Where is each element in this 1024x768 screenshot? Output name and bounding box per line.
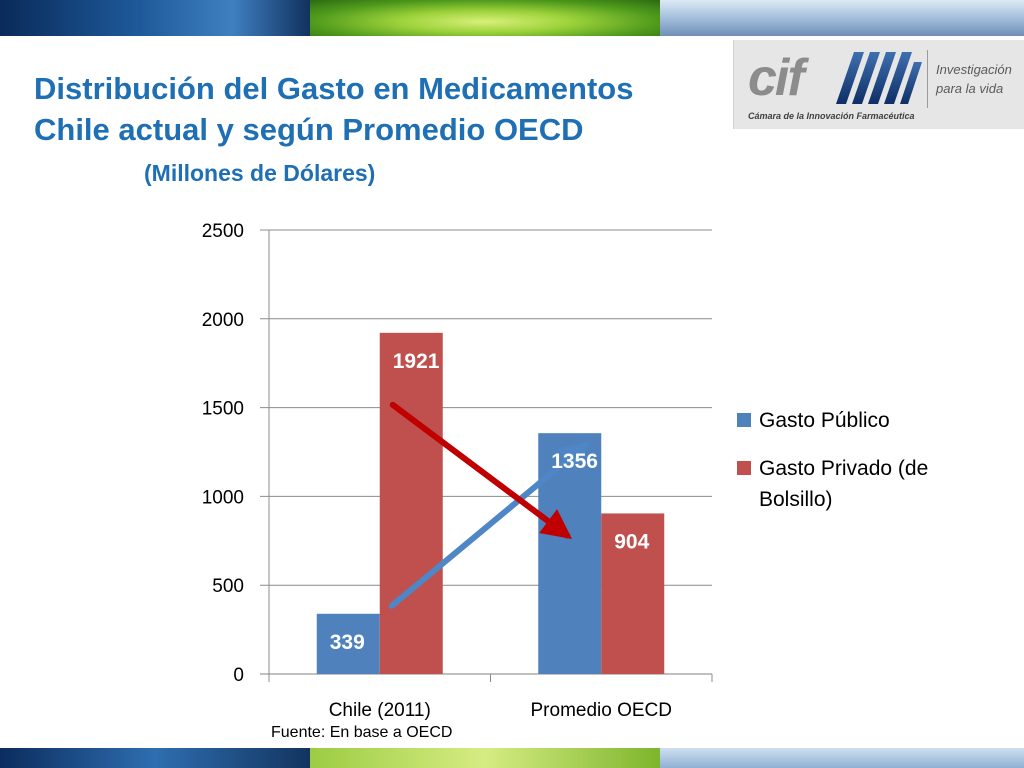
chart-bars (316, 332, 665, 674)
trend-arrow (389, 401, 573, 540)
logo-tagline: Investigación para la vida (936, 60, 1012, 98)
legend-swatch-private (737, 461, 751, 475)
top-band-sky-segment (660, 0, 1024, 36)
legend-swatch-public (737, 413, 751, 427)
legend-label-private: Gasto Privado (de Bolsillo) (759, 457, 929, 511)
data-label: 1356 (551, 450, 598, 473)
logo-stripes-icon (836, 52, 922, 104)
source-note: Fuente: En base a OECD (271, 724, 453, 741)
data-label: 904 (614, 530, 649, 553)
y-tick-label: 2500 (202, 221, 244, 242)
logo-tagline-line-2: para la vida (936, 81, 1004, 96)
top-band-green-segment (310, 0, 660, 36)
trend-arrow (388, 441, 590, 609)
legend-item-private: Gasto Privado (de Bolsillo) (737, 453, 977, 515)
title-line-1: Distribución del Gasto en Medicamentos (34, 71, 634, 106)
top-band-blue-segment (0, 0, 310, 36)
bottom-band-green-segment (310, 748, 660, 768)
y-tick-label: 1000 (202, 487, 244, 508)
y-tick-label: 2000 (202, 310, 244, 331)
top-decorative-band (0, 0, 1024, 36)
chart-legend: Gasto Público Gasto Privado (de Bolsillo… (737, 405, 977, 532)
bar (379, 332, 443, 674)
slide-subtitle: (Millones de Dólares) (144, 160, 376, 186)
slide-title: Distribución del Gasto en Medicamentos C… (34, 68, 633, 150)
cif-logo: cif Investigación para la vida Cámara de… (733, 40, 1024, 129)
title-line-2: Chile actual y según Promedio OECD (34, 112, 584, 147)
bar (316, 613, 380, 674)
y-tick-label: 500 (212, 576, 244, 597)
x-category-label: Promedio OECD (531, 700, 673, 721)
bottom-decorative-band (0, 748, 1024, 768)
y-tick-label: 0 (233, 665, 244, 686)
logo-tagline-line-1: Investigación (936, 62, 1012, 77)
logo-wordmark: cif (748, 49, 805, 107)
y-tick-label: 1500 (202, 399, 244, 420)
logo-divider (927, 50, 928, 108)
bottom-band-sky-segment (660, 748, 1024, 768)
legend-label-public: Gasto Público (759, 409, 890, 432)
x-category-label: Chile (2011) (329, 700, 431, 721)
data-label: 339 (330, 631, 365, 654)
legend-item-public: Gasto Público (737, 405, 977, 436)
bar (601, 513, 665, 674)
chart-labels: 0 500 1000 1500 2000 2500 Chile (2011) Promedio… (202, 221, 672, 721)
bottom-band-blue-segment (0, 748, 310, 768)
data-label: 1921 (393, 350, 440, 373)
logo-subline: Cámara de la Innovación Farmacéutica (748, 111, 915, 121)
chart-arrows (388, 401, 590, 609)
